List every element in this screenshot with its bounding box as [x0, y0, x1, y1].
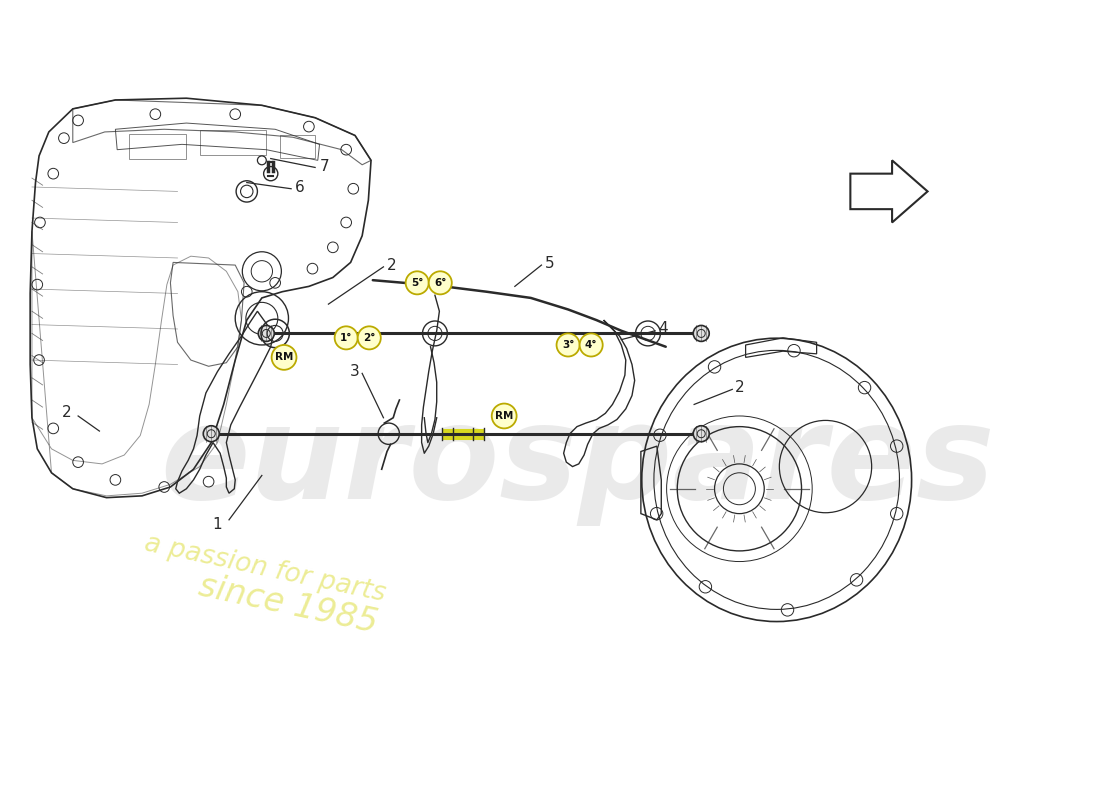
Circle shape [492, 403, 517, 429]
Circle shape [429, 271, 452, 294]
Circle shape [406, 271, 429, 294]
Circle shape [334, 326, 358, 350]
Text: eurospares: eurospares [160, 398, 994, 526]
Text: a passion for parts: a passion for parts [142, 530, 388, 607]
Text: 5°: 5° [411, 278, 424, 288]
Text: 6: 6 [295, 180, 305, 195]
Text: 3: 3 [350, 364, 360, 379]
Circle shape [557, 334, 580, 357]
Text: 2°: 2° [363, 333, 375, 343]
Text: 2: 2 [62, 405, 72, 420]
Text: 1°: 1° [340, 333, 352, 343]
Circle shape [258, 326, 274, 342]
Text: 4°: 4° [585, 340, 597, 350]
Text: 7: 7 [319, 159, 329, 174]
Circle shape [693, 426, 710, 442]
Circle shape [580, 334, 603, 357]
Circle shape [204, 426, 219, 442]
Text: RM: RM [495, 411, 514, 421]
Text: 4: 4 [659, 322, 669, 337]
Text: 2: 2 [387, 258, 397, 273]
Text: RM: RM [275, 352, 294, 362]
Circle shape [358, 326, 381, 350]
Text: 6°: 6° [434, 278, 447, 288]
Text: 3°: 3° [562, 340, 574, 350]
Text: 2: 2 [735, 380, 745, 395]
Text: 1: 1 [212, 517, 222, 532]
Circle shape [693, 326, 710, 342]
Text: 5: 5 [544, 256, 554, 271]
Circle shape [272, 345, 297, 370]
Text: since 1985: since 1985 [196, 569, 381, 639]
